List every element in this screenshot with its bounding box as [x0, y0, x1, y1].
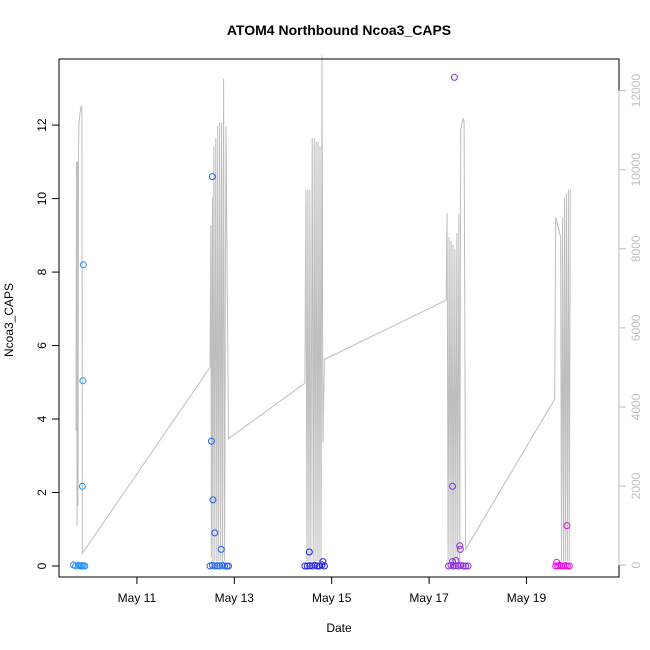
x-axis-title: Date [326, 621, 352, 635]
points-layer [70, 73, 573, 570]
right-tick-label-10000: 10000 [629, 153, 643, 187]
data-point-s0-p6 [81, 562, 89, 570]
bottom-tick-label-1: May 13 [215, 591, 255, 605]
data-point-s2-p1 [303, 562, 311, 570]
data-point-s3-p9 [449, 482, 456, 490]
data-point-s2-p0 [301, 562, 309, 570]
data-point-s0-p9 [79, 261, 87, 269]
left-tick-label-8: 8 [35, 268, 49, 275]
data-point-s3-p8 [464, 562, 472, 570]
left-tick-label-10: 10 [35, 192, 49, 206]
right-tick-label-2000: 2000 [629, 472, 643, 499]
data-point-s4-p9 [563, 522, 571, 530]
left-tick-label-0: 0 [35, 562, 49, 569]
data-point-s3-p7 [462, 562, 470, 570]
data-point-s1-p3 [213, 562, 221, 570]
data-point-s3-p12 [452, 557, 460, 564]
data-point-s2-p2 [306, 562, 314, 570]
left-tick-label-4: 4 [35, 415, 49, 422]
data-point-s1-p8 [225, 562, 232, 570]
left-axis: 0 2 4 6 8 10 12 [35, 118, 60, 569]
data-point-s4-p8 [553, 558, 561, 566]
chart-title: ATOM4 Northbound Ncoa3_CAPS [227, 22, 451, 38]
data-point-s3-p11 [449, 558, 456, 566]
right-tick-label-8000: 8000 [629, 235, 643, 262]
data-point-s4-p6 [563, 562, 571, 570]
data-point-s1-p10 [208, 173, 216, 181]
data-point-s3-p10 [450, 73, 458, 81]
right-tick-label-12000: 12000 [629, 74, 643, 108]
plot-frame [58, 58, 620, 578]
bottom-tick-label-3: May 17 [409, 591, 449, 605]
data-point-s0-p8 [79, 377, 87, 385]
data-point-s1-p11 [209, 496, 217, 504]
data-point-s3-p6 [459, 562, 467, 570]
data-point-s3-p3 [452, 562, 460, 570]
bottom-tick-label-0: May 11 [118, 591, 157, 605]
data-point-s1-p9 [207, 437, 215, 445]
secondary-line [75, 54, 571, 562]
left-tick-label-6: 6 [35, 342, 49, 349]
data-point-s2-p9 [305, 548, 313, 556]
data-point-s2-p8 [320, 562, 328, 570]
y-axis-title: Ncoa3_CAPS [2, 283, 16, 357]
data-point-s1-p6 [221, 562, 229, 570]
left-tick-label-2: 2 [35, 489, 49, 496]
right-tick-label-0: 0 [629, 561, 643, 568]
data-point-s3-p13 [456, 542, 464, 550]
data-point-s0-p7 [78, 482, 86, 490]
data-point-s2-p5 [313, 562, 321, 570]
right-tick-label-6000: 6000 [629, 314, 643, 341]
data-point-s2-p10 [319, 558, 327, 566]
data-point-s3-p2 [449, 562, 457, 570]
data-point-s4-p7 [565, 562, 573, 570]
data-point-s1-p2 [211, 562, 219, 570]
data-point-s1-p13 [217, 545, 225, 553]
left-tick-label-12: 12 [35, 118, 49, 132]
right-tick-label-4000: 4000 [629, 393, 643, 420]
data-point-s1-p12 [211, 529, 219, 537]
bottom-axis: May 11 May 13 May 15 May 17 May 19 [118, 576, 547, 605]
bottom-tick-label-4: May 19 [507, 591, 547, 605]
bottom-tick-label-2: May 15 [312, 591, 352, 605]
secondary-line-layer [75, 54, 571, 562]
data-point-s3-p14 [456, 545, 464, 553]
right-axis: 0 2000 4000 6000 8000 10000 12000 [618, 74, 643, 568]
